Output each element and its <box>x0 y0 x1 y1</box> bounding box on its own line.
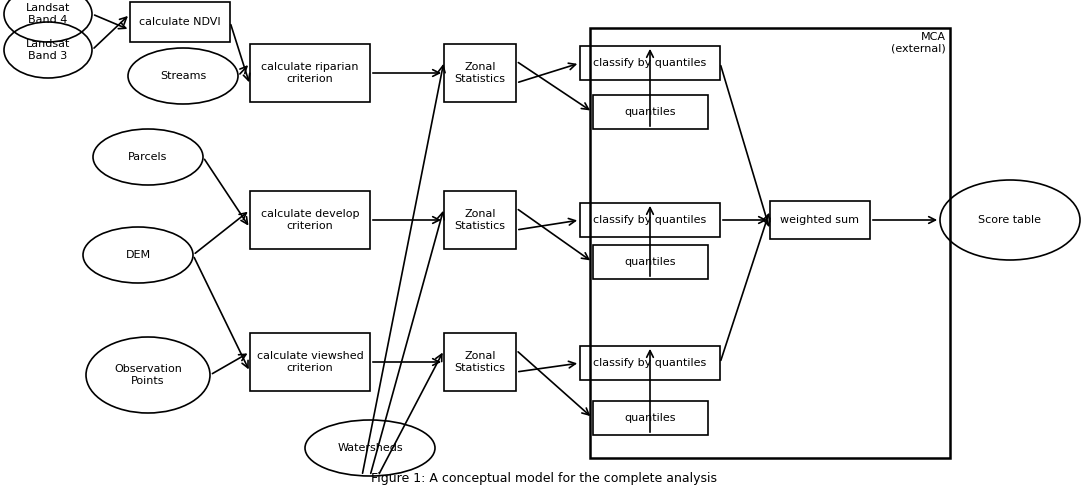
Text: Zonal
Statistics: Zonal Statistics <box>455 62 506 84</box>
Bar <box>593 401 707 435</box>
Bar <box>580 203 720 237</box>
Bar <box>580 46 720 80</box>
Text: DEM: DEM <box>125 250 150 260</box>
Text: Zonal
Statistics: Zonal Statistics <box>455 209 506 231</box>
Text: quantiles: quantiles <box>625 257 676 267</box>
Text: calculate riparian
criterion: calculate riparian criterion <box>261 62 359 84</box>
Bar <box>444 191 516 249</box>
Text: classify by quantiles: classify by quantiles <box>593 358 706 368</box>
Text: Landsat
Band 4: Landsat Band 4 <box>26 3 71 25</box>
Text: Observation
Points: Observation Points <box>114 364 182 386</box>
Bar <box>250 333 370 391</box>
Bar <box>593 245 707 279</box>
Bar <box>580 346 720 380</box>
Text: weighted sum: weighted sum <box>780 215 860 225</box>
Text: calculate viewshed
criterion: calculate viewshed criterion <box>257 351 363 373</box>
Bar <box>250 191 370 249</box>
Text: Figure 1: A conceptual model for the complete analysis: Figure 1: A conceptual model for the com… <box>371 472 717 485</box>
Bar <box>129 2 230 42</box>
Text: MCA
(external): MCA (external) <box>891 32 945 54</box>
Bar <box>250 44 370 102</box>
Bar <box>444 333 516 391</box>
Bar <box>770 201 870 239</box>
Text: Watersheds: Watersheds <box>337 443 403 453</box>
Text: calculate develop
criterion: calculate develop criterion <box>261 209 359 231</box>
Text: quantiles: quantiles <box>625 413 676 423</box>
Text: Landsat
Band 3: Landsat Band 3 <box>26 39 71 61</box>
Text: Streams: Streams <box>160 71 206 81</box>
Bar <box>590 28 950 458</box>
Text: Parcels: Parcels <box>128 152 168 162</box>
Text: calculate NDVI: calculate NDVI <box>139 17 221 27</box>
Text: quantiles: quantiles <box>625 107 676 117</box>
Bar <box>444 44 516 102</box>
Text: classify by quantiles: classify by quantiles <box>593 215 706 225</box>
Text: classify by quantiles: classify by quantiles <box>593 58 706 68</box>
Bar <box>593 95 707 129</box>
Text: Zonal
Statistics: Zonal Statistics <box>455 351 506 373</box>
Text: Score table: Score table <box>978 215 1041 225</box>
